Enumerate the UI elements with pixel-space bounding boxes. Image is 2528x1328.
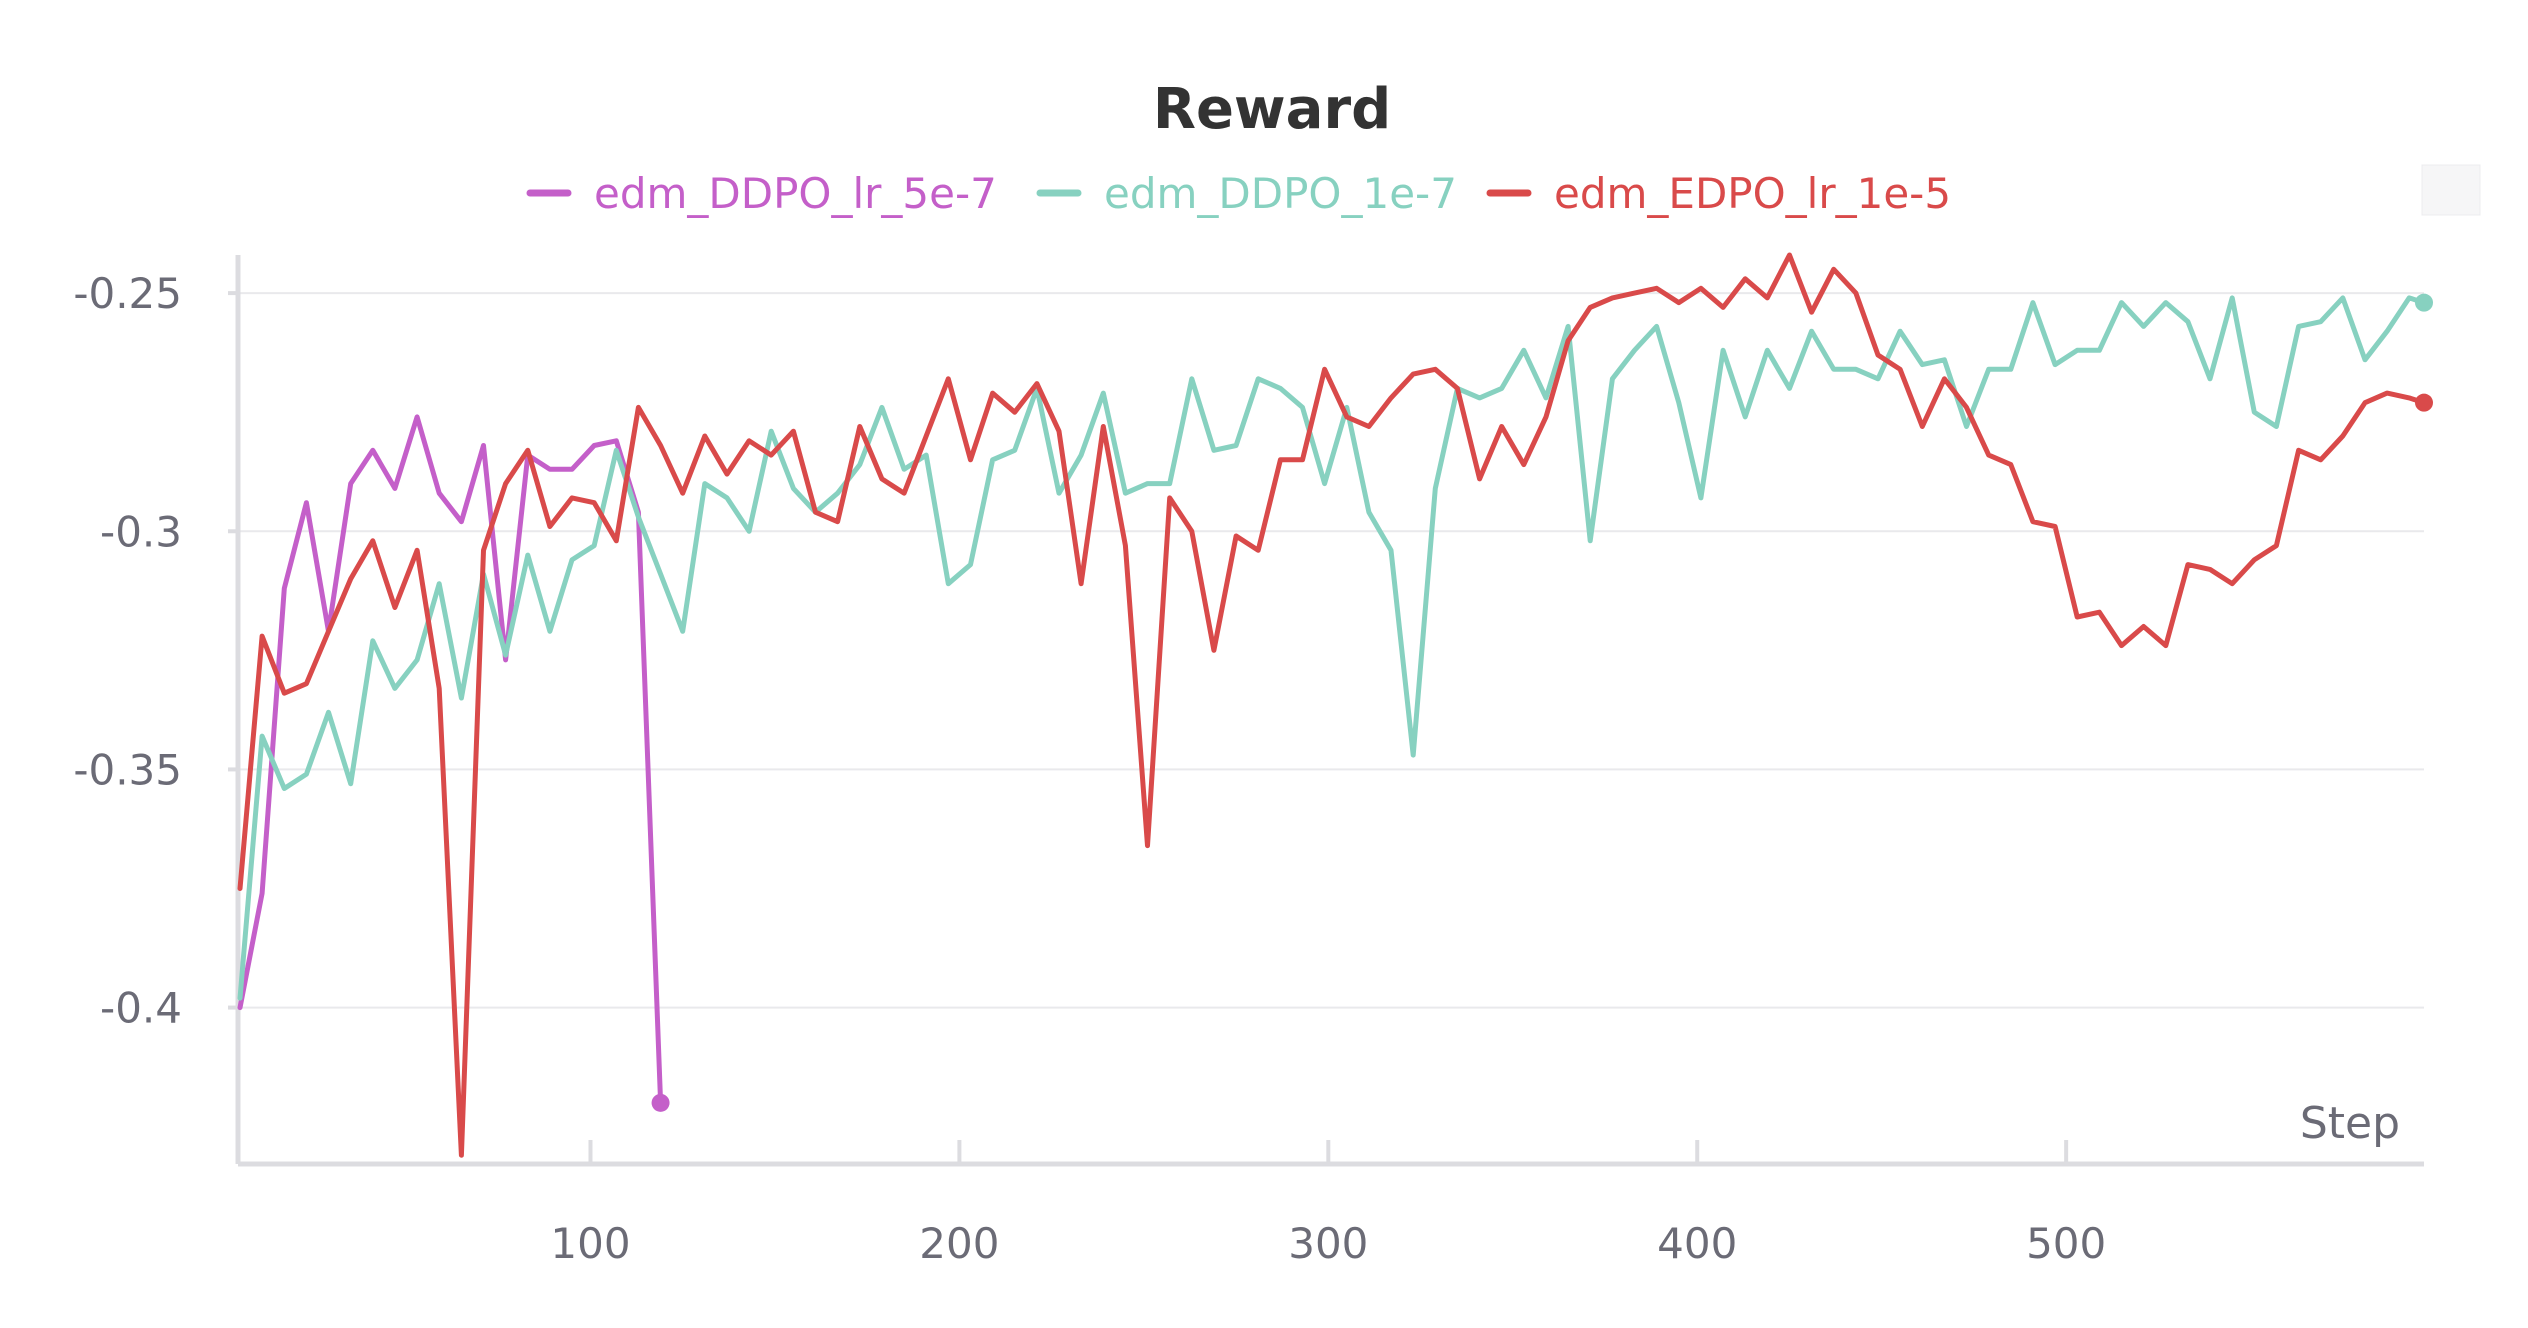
series-lines [237,252,2433,1158]
legend-item[interactable]: edm_DDPO_lr_5e-7 [526,169,997,218]
legend-item[interactable]: edm_EDPO_lr_1e-5 [1486,169,1951,218]
legend: edm_DDPO_lr_5e-7 edm_DDPO_1e-7 edm_EDPO_lr… [526,169,1951,218]
series-line[interactable] [237,252,2427,1158]
y-tick-label: -0.25 [73,269,182,318]
x-axis-ticks: 100 200 300 400 500 [550,1140,2106,1268]
legend-item[interactable]: edm_DDPO_1e-7 [1036,169,1457,218]
legend-scroll-handle[interactable] [2421,164,2481,216]
x-axis-title: Step [2300,1098,2400,1149]
series-end-point[interactable] [2415,393,2433,412]
x-tick-label: 200 [919,1219,999,1268]
y-tick-label: -0.35 [73,745,182,794]
series-end-point[interactable] [2415,293,2433,312]
x-tick-label: 500 [2026,1219,2106,1268]
series-end-point[interactable] [651,1093,670,1112]
legend-label: edm_DDPO_lr_5e-7 [594,169,997,218]
y-axis-ticks: -0.25 -0.3 -0.35 -0.4 [73,269,240,1033]
x-tick-label: 300 [1288,1219,1368,1268]
legend-label: edm_EDPO_lr_1e-5 [1554,169,1951,218]
series-line[interactable] [237,414,664,1106]
series-line[interactable] [237,295,2427,1001]
x-tick-label: 400 [1657,1219,1737,1268]
y-tick-label: -0.4 [100,984,182,1033]
grid-lines [238,292,2424,1009]
legend-label: edm_DDPO_1e-7 [1104,169,1457,218]
chart-title: Reward [1153,77,1391,142]
y-tick-label: -0.3 [100,507,182,556]
x-tick-label: 100 [550,1219,630,1268]
